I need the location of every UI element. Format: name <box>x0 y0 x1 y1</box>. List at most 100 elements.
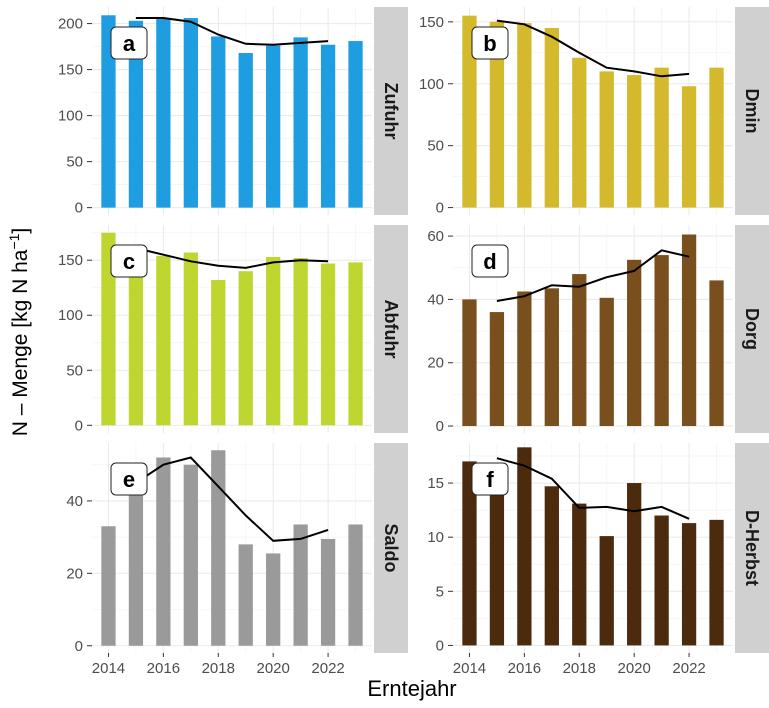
bar-2017 <box>544 288 559 427</box>
y-tick-label: 150 <box>58 62 83 79</box>
panels: 050100150200aZufuhr050100150bDmin0501001… <box>58 7 769 677</box>
y-tick-label: 150 <box>419 14 444 31</box>
bar-2015 <box>489 312 505 427</box>
x-tick-label: 2022 <box>311 660 344 677</box>
bar-2021 <box>293 258 308 426</box>
facet-strip-label: Zufuhr <box>381 83 401 140</box>
y-tick-label: 150 <box>58 252 83 269</box>
bar-2016 <box>156 255 171 426</box>
bar-2022 <box>320 263 336 426</box>
bar-2015 <box>489 463 505 646</box>
bar-2023 <box>348 41 363 208</box>
bar-2020 <box>627 483 642 646</box>
y-tick-label: 60 <box>427 228 444 245</box>
bar-2023 <box>348 262 363 426</box>
bar-2017 <box>183 464 198 646</box>
bar-2023 <box>709 67 724 208</box>
panel-letter-box <box>471 244 509 278</box>
bar-2019 <box>599 71 614 208</box>
bar-2021 <box>293 524 308 646</box>
y-tick-label: 40 <box>66 493 83 510</box>
panel-letter: c <box>123 249 135 274</box>
bar-2016 <box>517 447 532 646</box>
bar-2020 <box>266 45 281 208</box>
panel-e: 0 20 40 2014 2016 2018 2020 2022 e Saldo <box>66 443 408 677</box>
panel-letter-box <box>471 462 509 496</box>
facet-strip <box>374 7 408 215</box>
panel-d: 0 20 40 60 d Dorg <box>427 225 769 435</box>
facet-strip-label: D-Herbst <box>742 510 762 586</box>
bar-2018 <box>572 57 587 208</box>
y-axis-title-main: N – Menge [kg N ha <box>9 249 32 436</box>
y-axis-title-exponent: −1 <box>6 233 22 249</box>
y-tick-label: 0 <box>75 200 83 217</box>
y-tick-label: 0 <box>436 418 444 435</box>
bar-2021 <box>654 67 669 208</box>
panel-letter: b <box>483 31 496 56</box>
trend-line <box>135 17 329 46</box>
panel-letter: d <box>483 249 496 274</box>
bar-2022 <box>681 523 697 646</box>
x-axis-title: Erntejahr <box>367 676 456 701</box>
bar-2021 <box>654 255 669 427</box>
panel-letter: a <box>123 31 136 56</box>
bar-2018 <box>572 274 587 427</box>
panel-letter: f <box>486 467 494 492</box>
y-axis-title-close: ] <box>9 228 32 234</box>
x-tick-label: 2018 <box>563 660 596 677</box>
y-tick-label: 50 <box>427 138 444 155</box>
panel-letter-box <box>471 26 509 60</box>
bar-2016 <box>156 18 171 208</box>
panel-a: 0 50 100 150 200 a Zufuhr <box>58 7 408 217</box>
bar-2022 <box>681 86 697 208</box>
bar-2014 <box>462 15 477 208</box>
y-tick-label: 10 <box>427 529 444 546</box>
bar-2023 <box>709 519 724 646</box>
y-tick-label: 5 <box>436 583 444 600</box>
y-tick-label: 100 <box>419 76 444 93</box>
bar-2016 <box>156 457 171 646</box>
x-tick-label: 2014 <box>453 660 486 677</box>
y-tick-label: 20 <box>66 565 83 582</box>
trend-line <box>496 249 690 302</box>
bar-2018 <box>572 503 587 646</box>
panel-c: 0 50 100 150 c Abfuhr <box>58 225 408 434</box>
y-tick-label: 20 <box>427 355 444 372</box>
panel-letter-box <box>110 26 148 60</box>
x-tick-label: 2016 <box>147 660 180 677</box>
facet-strip <box>735 7 769 215</box>
panel-letter: e <box>123 467 135 492</box>
bar-2019 <box>238 271 253 426</box>
bar-2018 <box>211 280 226 426</box>
bar-2017 <box>183 252 198 426</box>
bar-2020 <box>627 259 642 427</box>
bar-2014 <box>101 15 116 208</box>
panel-letter-box <box>110 244 148 278</box>
x-tick-label: 2022 <box>672 660 705 677</box>
panel-b: 0 50 100 150 b Dmin <box>419 7 769 217</box>
trend-line <box>496 457 690 520</box>
bar-2015 <box>128 20 144 208</box>
facet-strip-label: Saldo <box>381 523 401 572</box>
y-tick-label: 0 <box>75 417 83 434</box>
y-tick-label: 50 <box>66 362 83 379</box>
y-tick-label: 0 <box>436 200 444 217</box>
bar-2015 <box>128 486 144 646</box>
facet-strip-label: Abfuhr <box>381 300 401 359</box>
bar-2021 <box>293 37 308 208</box>
bar-2022 <box>681 234 697 427</box>
bar-2017 <box>544 28 559 208</box>
bar-2014 <box>462 461 477 646</box>
x-tick-label: 2018 <box>202 660 235 677</box>
facet-strip-label: Dmin <box>742 89 762 134</box>
panel-f: 0 5 10 15 2014 2016 2018 2020 2022 f D-Herbst <box>427 443 769 677</box>
y-tick-label: 40 <box>427 291 444 308</box>
bar-2022 <box>320 44 336 208</box>
y-tick-label: 50 <box>66 154 83 171</box>
bar-2016 <box>517 291 532 427</box>
x-tick-label: 2016 <box>508 660 541 677</box>
y-tick-label: 0 <box>436 637 444 654</box>
bar-2014 <box>101 526 116 646</box>
bar-2015 <box>489 21 505 208</box>
